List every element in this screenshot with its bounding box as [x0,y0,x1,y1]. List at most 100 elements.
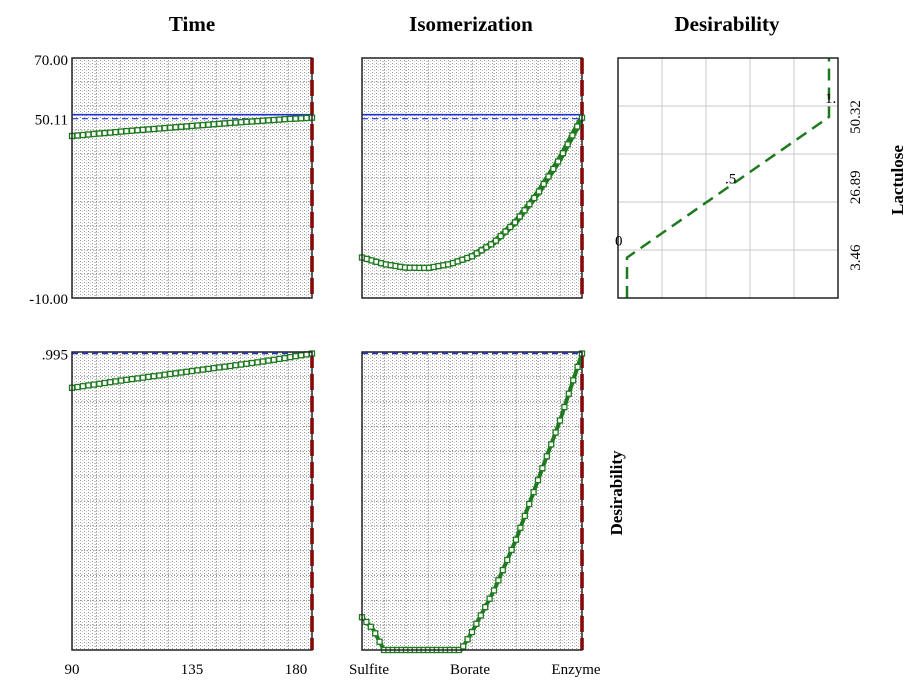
series-time-lactulose-point [205,121,212,128]
series-time-desirability-point [150,373,157,380]
series-isomerization-lactulose-point [540,180,547,188]
desirability-level-label: .5 [725,171,736,187]
series-time-desirability-point [194,367,201,374]
series-isomerization-desirability-point [548,441,555,448]
series-time-lactulose-point [156,125,163,132]
series-isomerization-desirability-point [512,536,520,543]
series-time-desirability-point [243,360,250,367]
series-isomerization-desirability-point [574,363,581,371]
series-isomerization-desirability-point [490,587,498,594]
series-time-desirability-point [199,366,207,373]
x-tick-label: Enzyme [551,662,600,678]
series-time-lactulose-point [259,117,267,124]
series-time-desirability-point [172,370,179,377]
col-title-desirability: Desirability [675,12,780,36]
series-isomerization-lactulose-point [564,141,571,148]
series-time-lactulose-point [172,124,179,131]
series-isomerization-lactulose-point [507,223,514,231]
series-time-desirability-point [167,370,174,378]
series-time-lactulose-point [79,131,87,139]
series-time-desirability-point [259,358,267,365]
series-isomerization-lactulose-point [511,219,519,226]
series-isomerization-lactulose-point [550,165,557,173]
series-time-desirability-point [128,375,136,383]
desirability-level-label: 0 [615,234,623,250]
series-time-lactulose-point [117,128,125,135]
series-time-desirability-point [248,359,256,367]
series-isomerization-lactulose-point [487,241,495,248]
panel-time-lactulose [68,57,316,299]
series-time-lactulose-point [216,120,223,127]
series-isomerization-desirability-point [473,620,480,627]
series-time-desirability-point [205,365,212,373]
series-isomerization-desirability-point [570,377,577,384]
series-isomerization-desirability-point [367,623,374,630]
series-time-lactulose-point [85,131,92,138]
series-time-desirability-point [237,361,245,368]
series-time-lactulose-point [128,127,136,134]
series-isomerization-lactulose-point [516,213,523,220]
series-time-lactulose-point [227,119,234,127]
series-time-lactulose-point [303,114,310,122]
col-title-isomerization: Isomerization [409,12,533,36]
series-time-desirability-point [96,380,103,387]
series-isomerization-lactulose-point [526,201,533,208]
col-title-time: Time [169,12,215,36]
x-tick-label: Sulfite [349,662,389,678]
series-time-lactulose-point [270,116,277,124]
series-isomerization-desirability-point [556,417,564,424]
series-time-lactulose-point [74,132,81,139]
series-time-lactulose-point [139,126,147,133]
series-isomerization-lactulose-point [497,232,504,240]
series-time-desirability-point [292,353,299,360]
y-tick-label-right: 3.46 [848,244,864,271]
series-isomerization-lactulose-point [569,132,576,139]
x-tick-label: 180 [285,662,308,678]
series-time-lactulose-point [90,130,97,138]
series-time-lactulose-point [123,127,130,135]
series-time-lactulose-point [145,126,152,133]
series-time-desirability-point [210,364,217,372]
series-isomerization-lactulose-point [554,158,562,165]
series-isomerization-lactulose-point [521,207,528,214]
panel-desirability-function [617,57,839,299]
y-tick-label: .995 [42,347,68,363]
series-isomerization-desirability-point [477,612,484,619]
series-isomerization-desirability-point [363,618,370,626]
series-isomerization-desirability-point [464,636,471,643]
series-time-lactulose-point [188,122,196,130]
series-isomerization-desirability-point [565,390,572,397]
series-time-lactulose-point [96,130,103,137]
series-time-lactulose-point [150,125,157,133]
series-isomerization-lactulose-point [535,188,543,195]
series-isomerization-desirability-point [495,577,502,584]
series-time-desirability-point [90,381,97,388]
series-time-desirability-point [265,357,272,364]
series-isomerization-desirability-point [468,628,476,636]
series-time-lactulose-point [237,119,245,126]
series-time-desirability-point [112,378,119,385]
series-isomerization-desirability-point [543,453,550,460]
desirability-function-line [625,58,831,298]
series-time-lactulose-point [221,120,228,127]
series-time-desirability-point [123,376,130,383]
series-time-desirability-point [254,359,261,366]
series-time-lactulose-point [183,123,190,130]
series-time-lactulose-point [134,127,141,134]
series-isomerization-desirability-point [508,546,515,554]
row-label-desirability: Desirability [607,450,626,535]
series-time-desirability-point [270,356,277,363]
y-tick-label: 70.00 [34,53,68,69]
panel-isomerization-desirability [358,350,586,654]
series-isomerization-desirability-point [517,524,524,531]
series-isomerization-desirability-point [372,630,379,637]
series-time-desirability-point [101,379,108,387]
series-isomerization-desirability-point [521,512,528,520]
series-time-desirability-point [134,375,141,382]
series-time-lactulose-point [177,123,185,130]
series-time-desirability-point [145,373,152,381]
panel-time-desirability [68,350,316,651]
series-time-desirability-point [232,362,239,369]
series-time-desirability-point [183,368,190,375]
